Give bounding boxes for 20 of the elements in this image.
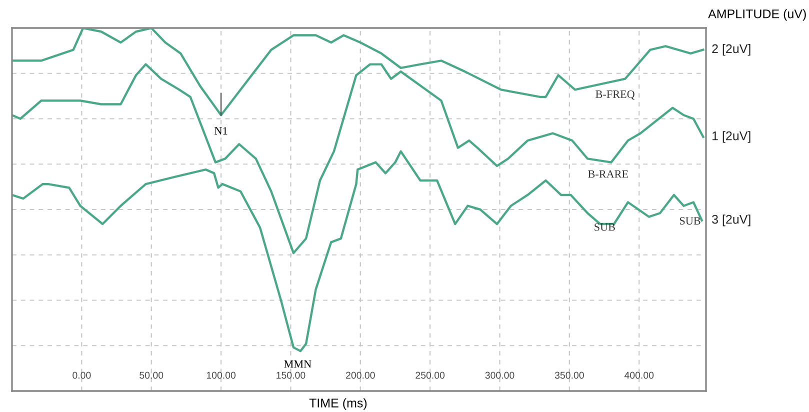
- x-tick-label: 150.00: [276, 372, 306, 379]
- x-tick-label: 200.00: [346, 372, 375, 379]
- x-tick-label: 300.00: [485, 372, 514, 379]
- x-tick-label: 0.00: [72, 372, 91, 379]
- series-label: 3 [2uV]: [712, 214, 750, 226]
- x-axis-title: TIME (ms): [309, 398, 367, 410]
- x-tick-label: 350.00: [554, 372, 584, 379]
- annotation: B-RARE: [588, 170, 628, 178]
- x-tick-label: 400.00: [624, 372, 654, 379]
- x-tick-label: 50.00: [140, 372, 164, 379]
- series-label: 2 [2uV]: [712, 44, 750, 56]
- annotation: B-FREQ: [596, 90, 635, 100]
- x-tick-label: 250.00: [416, 372, 445, 379]
- annotation: SUB: [594, 223, 615, 231]
- x-tick-label: 100.00: [206, 372, 236, 379]
- annotation: SUB: [680, 217, 700, 225]
- annotation: N1: [214, 127, 228, 134]
- annotation: MMN: [284, 360, 312, 368]
- y-axis-title: AMPLITUDE (uV): [708, 9, 806, 21]
- series-label: 1 [2uV]: [712, 131, 750, 143]
